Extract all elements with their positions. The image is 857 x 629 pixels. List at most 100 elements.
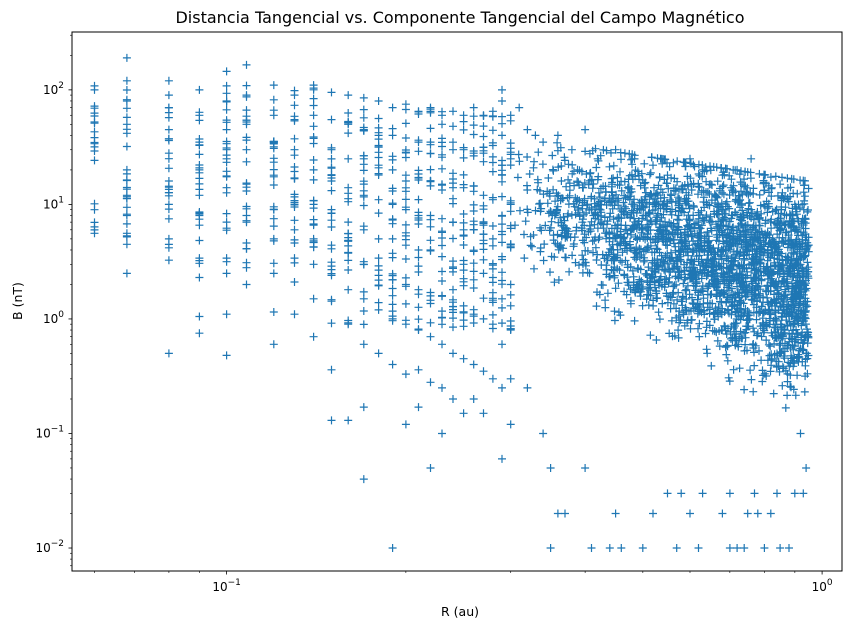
data-point [580,179,589,187]
data-point [618,248,627,257]
data-point [655,315,664,324]
data-point [359,222,368,231]
data-point [359,307,368,315]
data-point [649,296,658,305]
data-point [652,199,661,208]
data-point [569,240,578,248]
data-point [359,105,368,114]
data-point [586,168,595,177]
data-point [388,300,397,309]
data-point [746,168,755,177]
data-point [713,306,722,315]
data-point [707,257,716,266]
data-point [786,371,795,380]
data-point [583,247,592,255]
data-point [309,122,318,131]
data-point [749,387,758,396]
data-point [700,246,709,255]
data-point [766,278,775,287]
data-point [646,286,654,295]
data-point [697,286,706,295]
data-point [670,186,679,195]
data-point [767,224,776,233]
data-point [750,259,759,268]
data-point [739,312,748,321]
data-point [514,150,523,159]
data-point [426,378,435,387]
data-point [269,340,278,349]
data-point [778,362,787,371]
data-point [616,239,625,248]
data-point [774,261,782,270]
data-point [414,290,423,299]
data-point [793,227,802,236]
data-point [438,340,446,349]
data-point [635,223,644,232]
data-point [498,177,506,186]
data-point [164,349,173,358]
data-point [327,223,336,231]
data-point [459,218,468,227]
data-point [708,267,717,276]
data-point [498,220,506,229]
data-point [122,183,131,192]
data-point [801,372,810,381]
data-point [678,301,687,310]
data-point [374,298,383,307]
data-point [290,174,299,183]
data-point [676,229,685,237]
data-point [647,191,656,200]
data-point [785,544,793,552]
data-point [699,306,708,315]
data-point [663,298,672,307]
data-point [800,196,809,205]
data-point [644,290,653,299]
data-point [449,218,457,227]
data-point [801,303,810,311]
data-point [540,240,549,249]
data-point [675,194,684,203]
data-point [488,374,497,383]
data-point [459,256,468,265]
data-point [793,371,802,380]
data-point [708,326,717,335]
data-point [359,257,368,266]
data-point [773,286,782,295]
data-point [783,377,792,386]
data-point [528,242,536,251]
data-point [781,220,790,229]
data-point [222,97,231,106]
data-point [714,217,723,226]
data-point [549,185,558,194]
data-point [614,201,623,210]
data-point [598,250,607,259]
data-point [662,205,671,214]
data-point [550,253,559,262]
data-point [605,162,614,171]
data-point [747,205,756,214]
data-point [729,181,738,190]
data-point [687,269,696,278]
data-point [685,215,694,224]
data-point [725,377,734,386]
data-point [666,190,675,199]
data-point [374,281,383,290]
data-point [374,97,383,105]
data-point [658,188,667,197]
y-tick-label: 102 [43,81,64,97]
data-point [567,211,576,220]
data-point [643,271,652,280]
data-point [779,260,788,269]
data-point [122,210,131,219]
data-point [787,240,796,249]
data-point [707,290,716,299]
data-point [704,280,713,289]
data-point [488,310,497,319]
data-point [617,186,626,195]
data-point [610,256,619,265]
data-point [783,184,792,192]
data-point [567,145,576,154]
data-point [791,314,800,323]
data-point [164,243,173,252]
data-point [757,302,766,311]
